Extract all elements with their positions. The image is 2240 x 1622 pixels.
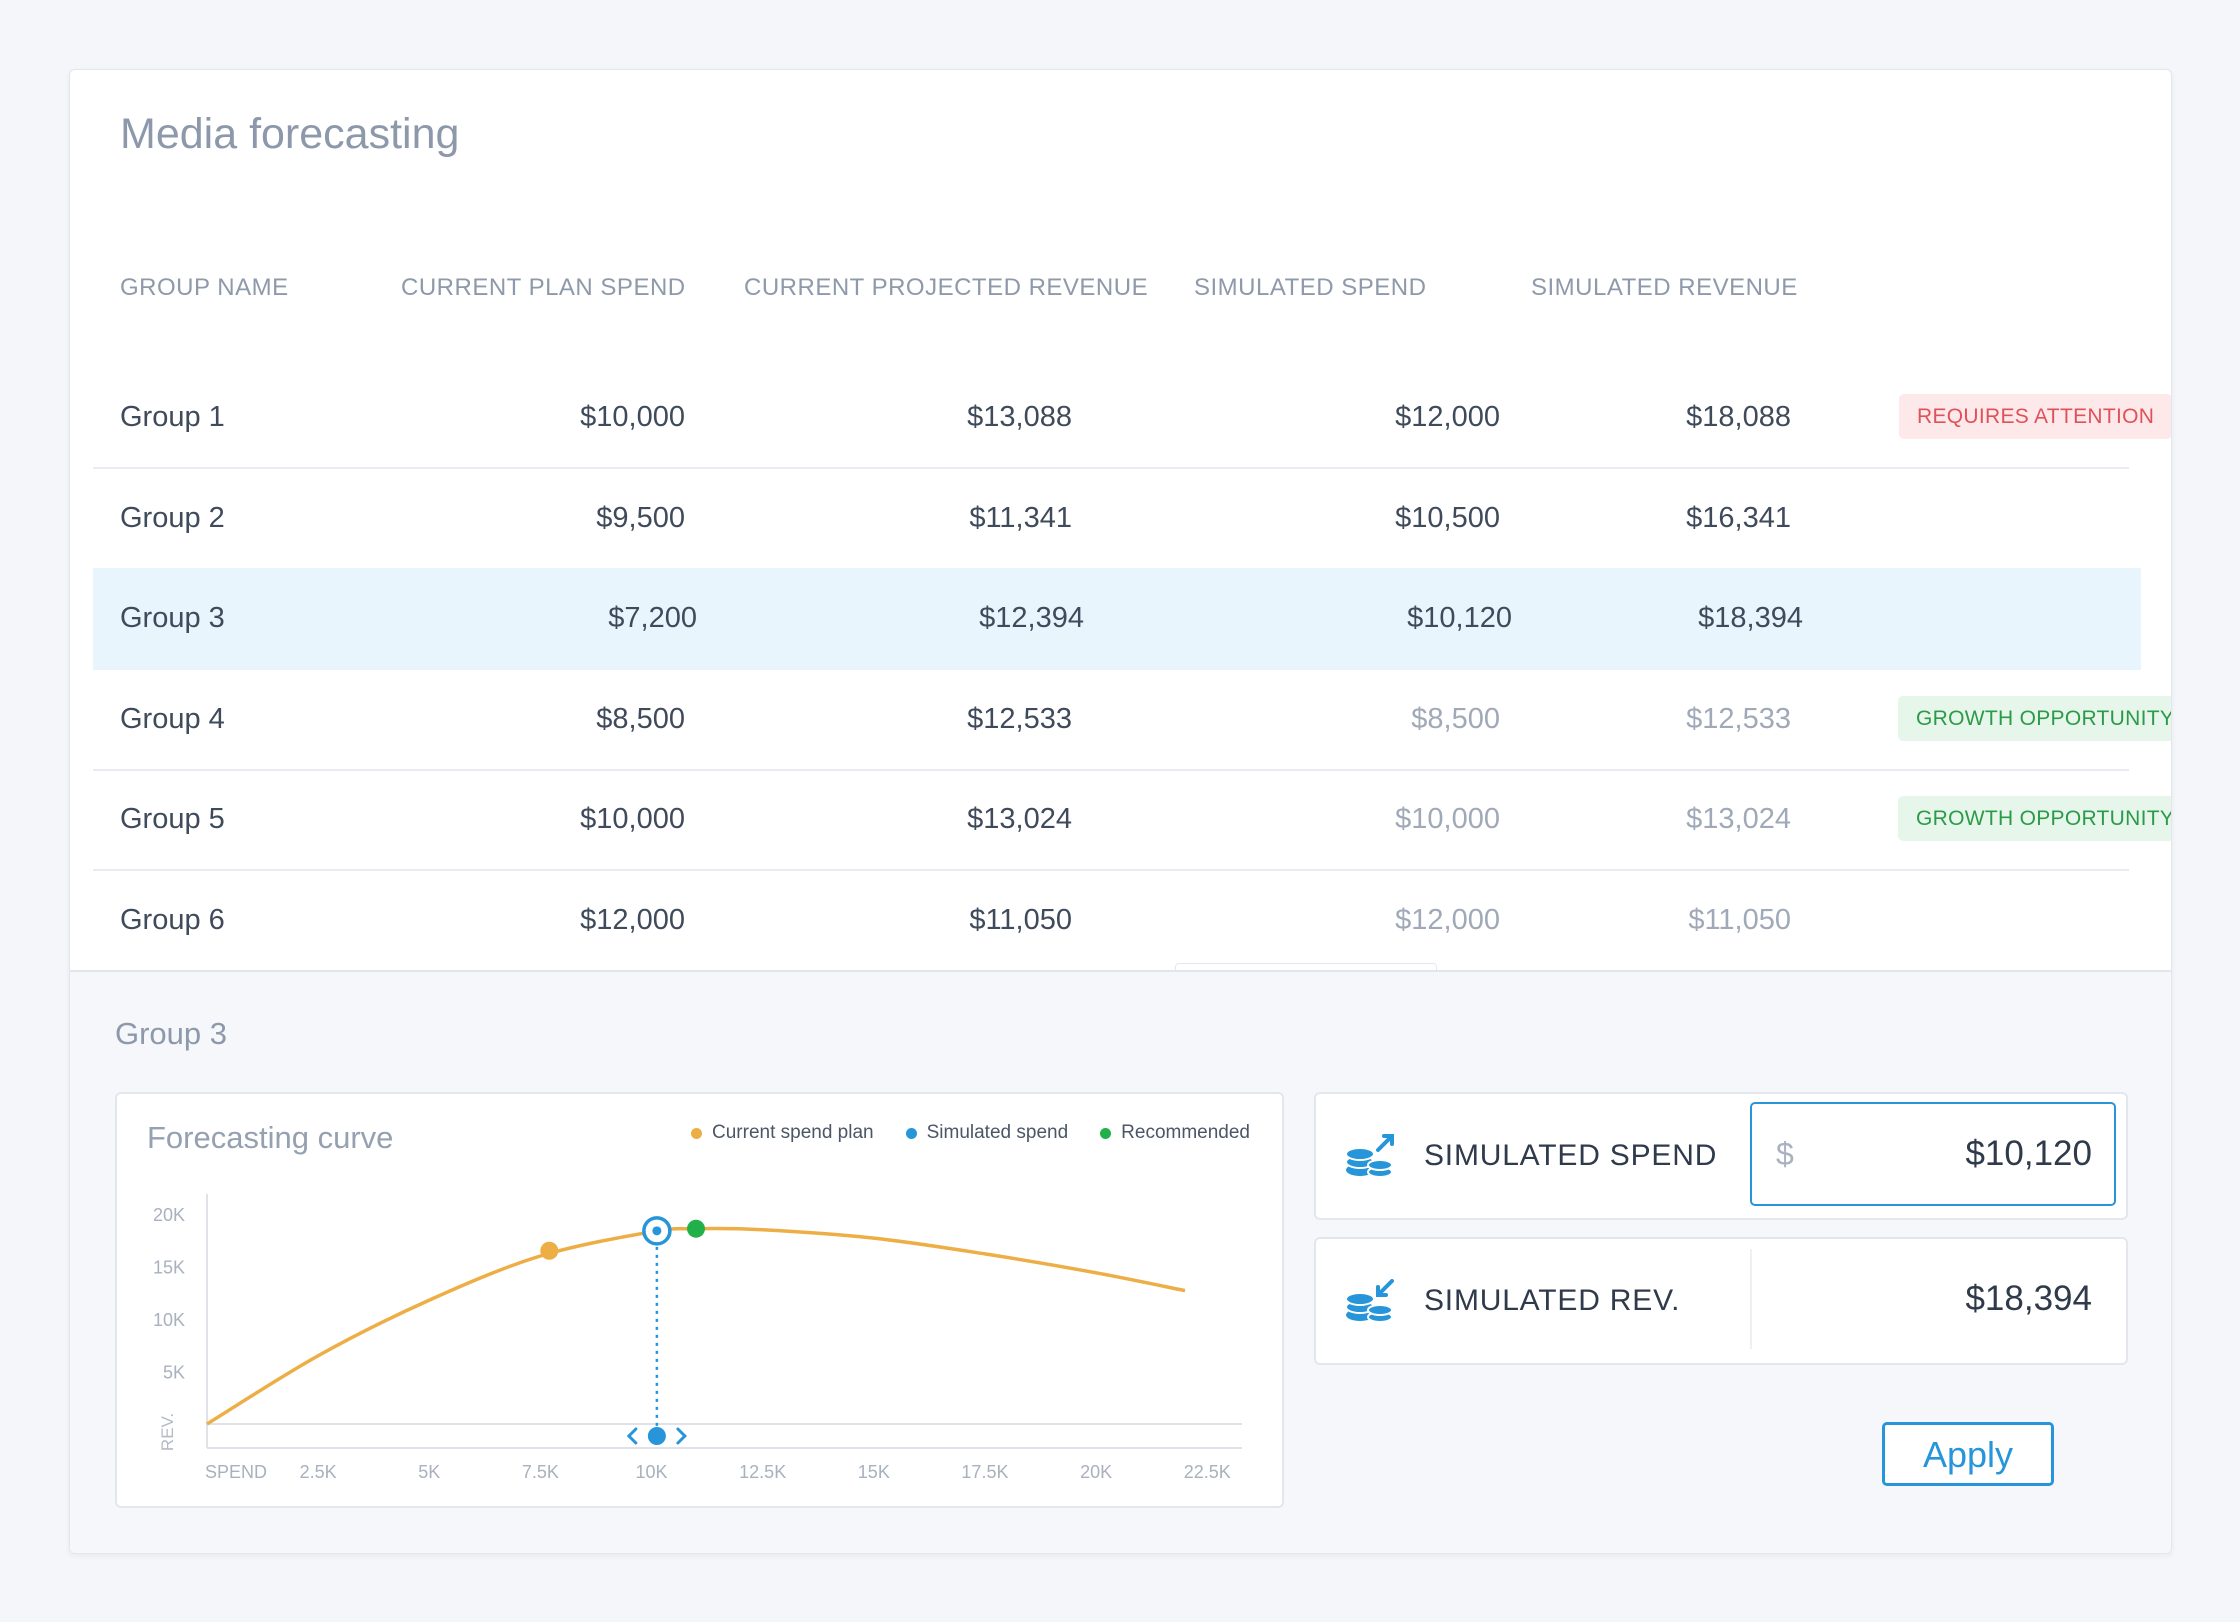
y-axis-label: REV. — [158, 1413, 177, 1451]
sim-spend-cell: $8,500 — [1411, 702, 1500, 735]
table-row[interactable]: Group 4 $8,500 $12,533 $8,500 $12,533 GROWTH … — [93, 669, 2171, 771]
page-title: Media forecasting — [120, 110, 460, 158]
header-current-projected-revenue: CURRENT PROJECTED REVENUE — [744, 274, 1149, 301]
simulated-spend-value[interactable]: $10,120 — [1965, 1134, 2092, 1173]
plan-spend-cell: $9,500 — [596, 501, 685, 534]
projected-revenue-cell: $13,024 — [967, 803, 1072, 835]
x-tick-label: 17.5K — [961, 1462, 1008, 1482]
projected-revenue-cell: $11,050 — [969, 903, 1072, 936]
coins-up-icon — [1345, 1134, 1394, 1178]
projected-revenue-cell: $12,533 — [967, 702, 1072, 735]
y-tick-label: 15K — [153, 1258, 185, 1278]
x-tick-label: 10K — [636, 1462, 668, 1482]
current-spend-point — [540, 1241, 559, 1260]
legend-current: Current spend plan — [691, 1122, 874, 1144]
header-group-name: GROUP NAME — [120, 274, 289, 301]
detail-title: Group 3 — [115, 1016, 228, 1051]
simulated-rev-label: SIMULATED REV. — [1424, 1284, 1681, 1317]
sim-spend-cell: $12,000 — [1395, 401, 1500, 433]
header-simulated-revenue: SIMULATED REVENUE — [1531, 274, 1798, 301]
sim-spend-cell: $12,000 — [1395, 903, 1500, 936]
group-name: Group 5 — [120, 803, 225, 835]
group-name: Group 3 — [120, 602, 225, 634]
forecasting-curve-chart: 5K 10K 15K 20K 2.5K 5K 7.5K 10K 12.5K 15K 17.5K 20K… — [115, 1092, 1284, 1508]
legend-current-label: Current spend plan — [712, 1122, 874, 1143]
sim-revenue-cell: $12,533 — [1686, 702, 1791, 735]
sim-revenue-cell: $16,341 — [1686, 501, 1791, 534]
sim-revenue-cell: $13,024 — [1686, 803, 1791, 835]
x-tick-label: 12.5K — [739, 1462, 786, 1482]
x-axis-label: SPEND — [205, 1462, 267, 1482]
coins-down-icon — [1345, 1279, 1394, 1323]
simulated-spend-input[interactable]: $ $10,120 — [1750, 1102, 2116, 1206]
legend-recommended-dot — [1100, 1127, 1112, 1139]
sim-revenue-cell: $18,394 — [1698, 602, 1803, 634]
sim-revenue-cell: $18,088 — [1686, 401, 1791, 433]
table-row[interactable]: Group 2 $9,500 $11,341 $10,500 $16,341 — [93, 468, 2129, 570]
table-row[interactable]: Group 5 $10,000 $13,024 $10,000 $13,024 GROWT… — [93, 769, 2171, 871]
group-detail-panel: Group 3 5K 10K 15K 20K 2.5K 5K 7.5K 10K 12.5K 15K… — [70, 970, 2171, 1553]
sim-spend-cell: $10,500 — [1395, 501, 1500, 534]
simulated-spend-point-center — [652, 1226, 662, 1236]
chevron-left-icon — [626, 1427, 638, 1445]
plan-spend-cell: $8,500 — [596, 702, 685, 735]
simulated-rev-value: $18,394 — [1965, 1279, 2092, 1318]
group-name: Group 6 — [120, 903, 225, 936]
y-tick-label: 20K — [153, 1205, 185, 1225]
legend-recommended-label: Recommended — [1121, 1122, 1250, 1143]
simulated-spend-box: SIMULATED SPEND $ $10,120 — [1314, 1092, 2128, 1220]
x-tick-label: 20K — [1080, 1462, 1112, 1482]
plan-spend-cell: $7,200 — [608, 602, 697, 634]
plan-spend-cell: $10,000 — [580, 803, 685, 835]
simulated-spend-label: SIMULATED SPEND — [1424, 1139, 1718, 1172]
legend-simulated-dot — [905, 1127, 917, 1139]
group-name: Group 1 — [120, 401, 225, 433]
y-tick-label: 10K — [153, 1310, 185, 1330]
x-tick-label: 22.5K — [1184, 1462, 1231, 1482]
plan-spend-cell: $10,000 — [580, 401, 685, 433]
y-tick-label: 5K — [163, 1363, 185, 1383]
growth-opportunity-badge: GROWTH OPPORTUNITY — [1898, 695, 2171, 741]
forecast-curve-line — [206, 1226, 1186, 1426]
simulated-rev-box: SIMULATED REV. $18,394 — [1314, 1237, 2128, 1365]
sim-spend-cell: $10,000 — [1395, 803, 1500, 835]
sim-spend-cell: $10,120 — [1407, 602, 1512, 634]
legend-simulated-label: Simulated spend — [926, 1122, 1069, 1143]
recommended-point — [687, 1219, 705, 1238]
x-tick-label: 15K — [858, 1462, 890, 1482]
projected-revenue-cell: $13,088 — [967, 401, 1072, 433]
plan-spend-cell: $12,000 — [580, 903, 685, 936]
simulated-rev-field: $18,394 — [1750, 1249, 2114, 1349]
header-current-plan-spend: CURRENT PLAN SPEND — [401, 274, 686, 301]
table-row[interactable]: Group 1 $10,000 $13,088 $12,000 $18,088 REQUI… — [93, 367, 2171, 469]
legend-simulated: Simulated spend — [905, 1122, 1069, 1144]
chart-legend: Current spend plan Simulated spend Recom… — [691, 1122, 1250, 1144]
scroll-handle[interactable] — [1175, 963, 1437, 972]
projected-revenue-cell: $11,341 — [969, 501, 1072, 534]
chart-canvas: 5K 10K 15K 20K 2.5K 5K 7.5K 10K 12.5K 15K 17.5K 20K… — [153, 1194, 1242, 1482]
growth-opportunity-badge: GROWTH OPPORTUNITY — [1898, 796, 2171, 841]
chart-title: Forecasting curve — [147, 1120, 394, 1155]
media-forecasting-card: Media forecasting GROUP NAME CURRENT PLA… — [69, 69, 2172, 1554]
group-name: Group 4 — [120, 702, 225, 735]
table-row[interactable]: Group 6 $12,000 $11,050 $12,000 $11,050 — [93, 870, 2129, 972]
projected-revenue-cell: $12,394 — [979, 602, 1084, 634]
legend-recommended: Recommended — [1100, 1122, 1250, 1144]
table-row[interactable]: Group 3 $7,200 $12,394 $10,120 $18,394 — [93, 568, 2141, 670]
x-tick-label: 2.5K — [300, 1462, 337, 1482]
header-simulated-spend: SIMULATED SPEND — [1194, 274, 1427, 301]
requires-attention-badge: REQUIRES ATTENTION — [1899, 394, 2171, 439]
x-tick-label: 7.5K — [522, 1462, 559, 1482]
currency-symbol: $ — [1776, 1136, 1794, 1172]
chevron-right-icon — [676, 1427, 688, 1445]
legend-current-dot — [691, 1127, 702, 1139]
apply-button[interactable]: Apply — [1882, 1422, 2054, 1486]
group-name: Group 2 — [120, 501, 225, 534]
sim-revenue-cell: $11,050 — [1688, 903, 1791, 936]
x-tick-label: 5K — [418, 1462, 440, 1482]
spend-slider-handle[interactable] — [647, 1427, 666, 1445]
